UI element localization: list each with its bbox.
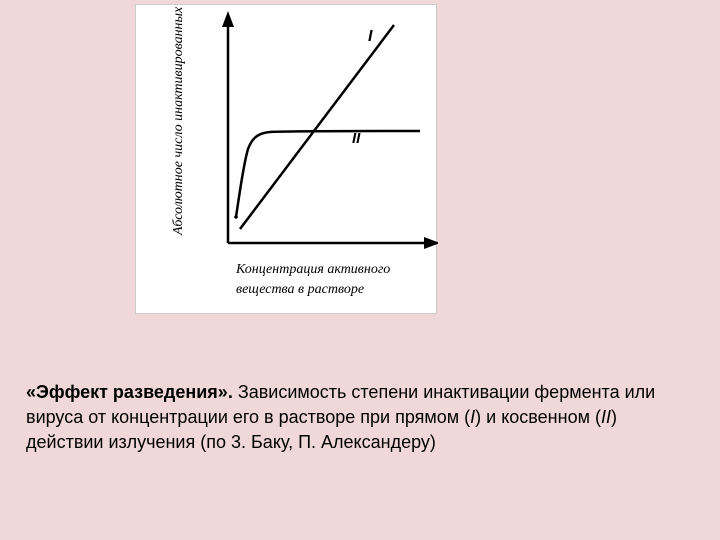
y-axis-label: Абсолютное число инактивированных молеку…: [171, 5, 186, 236]
x-axis-arrow: [424, 237, 438, 249]
figure-box: I II Абсолютное число инактивированных м…: [135, 4, 437, 314]
caption-title: «Эффект разведения».: [26, 382, 238, 402]
series-I-label: I: [368, 28, 373, 45]
caption-II: II: [601, 407, 611, 427]
caption: «Эффект разведения». Зависимость степени…: [26, 380, 694, 456]
caption-body-2: ) и косвенном (: [475, 407, 601, 427]
x-axis-label-line1: Концентрация активного: [235, 262, 390, 277]
x-axis-label-line2: вещества в растворе: [236, 282, 364, 297]
y-axis-label-text: Абсолютное число инактивированных молеку…: [171, 5, 186, 236]
y-axis-arrow: [222, 11, 234, 27]
series-I: [240, 25, 394, 229]
series-II-start-dot: [234, 215, 238, 219]
series-II-label: II: [352, 130, 361, 147]
series-II: [236, 131, 420, 217]
chart-svg: I II Абсолютное число инактивированных м…: [136, 5, 438, 315]
